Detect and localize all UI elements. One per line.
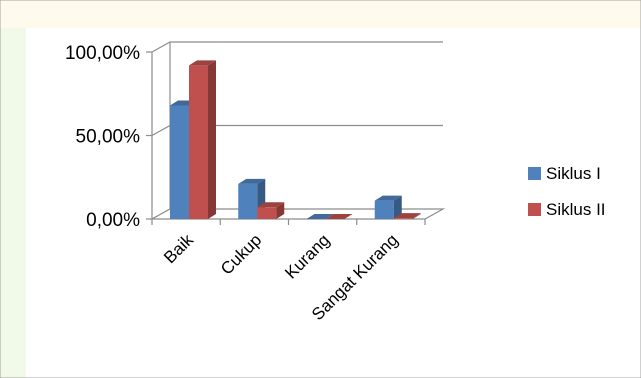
bar-top bbox=[306, 214, 334, 219]
gridline bbox=[151, 41, 443, 53]
bar-side bbox=[208, 60, 216, 219]
bar-front bbox=[238, 183, 258, 219]
bar-side bbox=[393, 195, 402, 219]
bar-top bbox=[325, 214, 353, 219]
y-tick-label: 50,00% bbox=[76, 127, 141, 148]
bar-siklus-i-kurang bbox=[306, 214, 334, 219]
y-tick-label: 100,00% bbox=[65, 43, 140, 64]
bar-siklus-ii-cukup bbox=[257, 202, 285, 219]
bar-side bbox=[412, 213, 421, 219]
bar-front bbox=[393, 218, 413, 219]
y-tick-label: 0,00% bbox=[86, 210, 140, 231]
bar-top bbox=[393, 213, 421, 219]
bar-front bbox=[189, 65, 208, 219]
bar-top bbox=[257, 202, 285, 208]
legend-label: Siklus II bbox=[546, 200, 606, 219]
bar-top bbox=[238, 178, 266, 184]
bar-top bbox=[374, 195, 402, 201]
bar-siklus-i-sangat-kurang bbox=[374, 195, 402, 219]
bar-siklus-ii-sangat-kurang bbox=[393, 213, 421, 219]
legend-swatch bbox=[528, 203, 541, 216]
bar-series bbox=[170, 60, 421, 219]
bar-front bbox=[257, 207, 277, 219]
legend-swatch bbox=[528, 167, 541, 180]
bar-siklus-ii-baik bbox=[189, 60, 216, 219]
bar-side bbox=[276, 202, 285, 219]
legend: Siklus I Siklus II bbox=[528, 164, 606, 219]
bar-front bbox=[374, 200, 394, 219]
legend-label: Siklus I bbox=[546, 164, 601, 183]
bar-front bbox=[170, 105, 189, 219]
y-axis: 0,00% 50,00% 100,00% bbox=[65, 43, 153, 231]
bar-top bbox=[189, 60, 216, 66]
bar-siklus-ii-kurang bbox=[325, 214, 353, 219]
